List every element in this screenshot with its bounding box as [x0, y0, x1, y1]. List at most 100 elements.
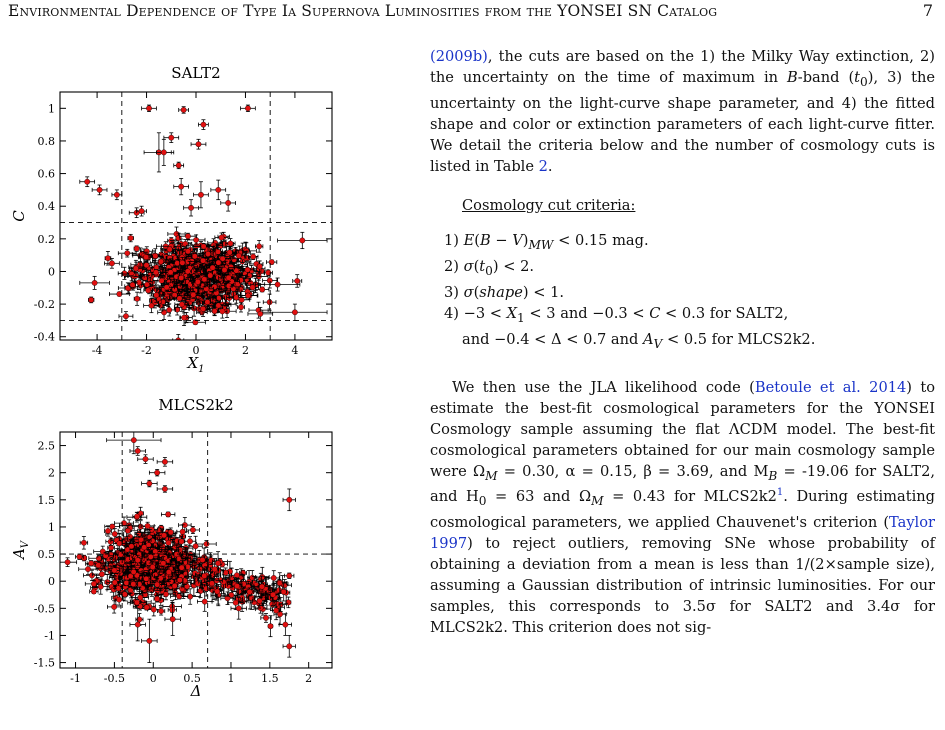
data-point [137, 454, 154, 464]
citation-link[interactable]: (2009b) [430, 48, 488, 65]
data-point [118, 311, 134, 322]
data-point [157, 606, 166, 616]
data-point [171, 291, 179, 299]
data-point [108, 291, 130, 297]
data-point [256, 260, 263, 273]
data-point [132, 512, 142, 521]
y-tick-label: 0.4 [38, 200, 56, 213]
y-tick-label: 1 [48, 521, 55, 534]
data-point [127, 599, 147, 606]
running-title: Environmental Dependence of Type Ia Supe… [8, 2, 718, 20]
cut-item: 4) −3 < X1 < 3 and −0.3 < C < 0.3 for SA… [444, 304, 789, 325]
panel-title: SALT2 [171, 64, 220, 82]
data-point [158, 564, 179, 581]
data-point [104, 258, 120, 269]
data-point [148, 469, 166, 477]
data-point [231, 578, 243, 594]
footnote-marker[interactable]: 1 [776, 487, 784, 499]
data-point [253, 580, 271, 593]
data-point [79, 536, 89, 550]
y-axis-label: AV [10, 539, 31, 561]
data-point [117, 248, 137, 258]
data-point [215, 551, 221, 576]
data-point [212, 585, 222, 598]
data-point [198, 119, 209, 130]
y-tick-label: -1 [44, 629, 55, 642]
data-point [84, 579, 103, 588]
data-point [93, 573, 100, 589]
data-point [220, 263, 229, 277]
figure-svg: SALT2 -4 -2 0 2 4 -0.4 -0.2 0 0.2 0.4 0.6 0.8 1 X1 C MLC… [10, 64, 333, 700]
data-point [159, 268, 182, 276]
plot-frame [59, 431, 333, 669]
data-point [160, 246, 179, 253]
data-point [126, 572, 135, 580]
page-number: 7 [922, 1, 933, 20]
table-link[interactable]: 2 [538, 157, 548, 175]
data-point [255, 240, 264, 253]
data-point [91, 567, 112, 581]
data-point [161, 243, 181, 250]
y-tick-label: 2.5 [38, 440, 56, 453]
data-point [128, 579, 139, 589]
data-point [214, 232, 229, 243]
data-point [200, 271, 209, 288]
x-tick-label: 0 [150, 672, 157, 685]
x-axis-label: Δ [190, 682, 202, 700]
data-point [237, 301, 245, 313]
data-point [131, 593, 149, 603]
data-point [240, 262, 255, 278]
data-point [217, 304, 228, 319]
data-point [205, 271, 216, 280]
data-point [133, 554, 143, 566]
data-point [178, 106, 189, 114]
cut-item: and −0.4 < Δ < 0.7 and AV < 0.5 for MLCS… [462, 330, 816, 351]
data-point [282, 488, 296, 512]
data-point [188, 535, 203, 557]
data-point [215, 254, 222, 272]
data-point [117, 282, 138, 294]
data-point [179, 309, 189, 326]
data-point [104, 525, 112, 537]
data-point [163, 132, 180, 143]
data-point [143, 287, 153, 294]
data-point [160, 511, 176, 518]
citation-link[interactable]: Betoule et al. 2014 [754, 378, 907, 396]
data-point [141, 479, 158, 488]
data-point [141, 104, 157, 112]
y-tick-label: 2 [48, 467, 55, 480]
data-point [172, 544, 181, 564]
data-point [186, 525, 200, 534]
data-point [136, 205, 147, 217]
data-point [260, 613, 272, 623]
data-point [227, 595, 244, 611]
data-point [210, 558, 220, 581]
body-text-column: (2009b), the cuts are based on the 1) th… [430, 46, 935, 638]
data-point [141, 275, 149, 282]
data-point [155, 556, 172, 571]
x-tick-label: 2 [242, 344, 249, 357]
data-point [172, 333, 185, 340]
data-point [117, 524, 139, 537]
data-point [91, 184, 108, 196]
scatter-panel-salt2: SALT2 -4 -2 0 2 4 -0.4 -0.2 0 0.2 0.4 0.6 0.8 1 X1 C [10, 64, 333, 375]
data-point [79, 176, 96, 188]
y-tick-label: 0.6 [38, 168, 56, 181]
data-point [183, 264, 192, 278]
data-point [141, 550, 160, 564]
data-point [266, 259, 278, 265]
data-point [152, 287, 160, 303]
data-point [86, 560, 96, 567]
data-point [124, 568, 143, 575]
y-tick-label: 0.2 [38, 233, 56, 246]
cut-item: 2) σ(t0) < 2. [444, 257, 535, 278]
y-tick-label: -1.5 [34, 657, 55, 670]
data-point [225, 282, 233, 289]
citation-link[interactable]: Taylor 1997 [430, 514, 935, 553]
data-point [129, 446, 146, 456]
figure-scatter-plots: SALT2 -4 -2 0 2 4 -0.4 -0.2 0 0.2 0.4 0.6 0.8 1 X1 C MLC… [0, 0, 360, 730]
data-point [137, 582, 148, 594]
data-point [292, 274, 303, 288]
data-points [60, 432, 296, 663]
data-point [88, 296, 95, 304]
